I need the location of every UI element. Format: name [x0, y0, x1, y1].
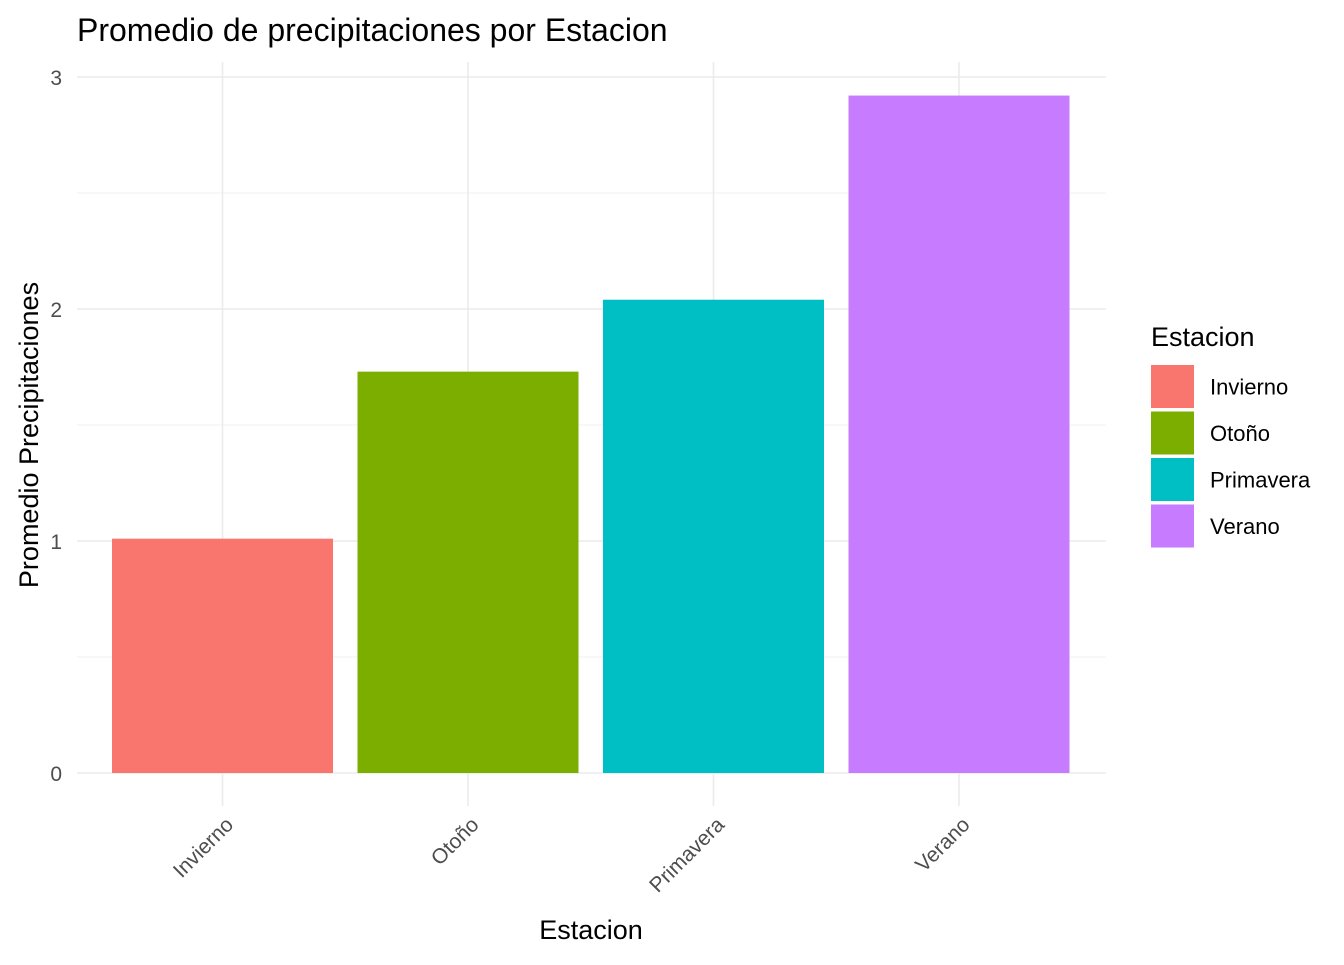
y-tick-label: 0 [50, 763, 62, 786]
y-tick-label: 1 [50, 531, 62, 554]
bars [112, 95, 1070, 773]
x-axis-ticks: Invierno Otoño Primavera Verano [169, 813, 975, 897]
y-tick-label: 2 [50, 299, 62, 322]
bar-2 [357, 371, 579, 773]
bar-4 [848, 95, 1070, 773]
chart-title: Promedio de precipitaciones por Estacion [77, 12, 668, 48]
bar-1 [112, 538, 333, 773]
y-tick-label: 3 [50, 67, 62, 90]
legend-key [1151, 411, 1194, 455]
x-axis-title: Estacion [539, 915, 643, 945]
legend-key [1151, 458, 1194, 501]
legend-label: Primavera [1210, 468, 1311, 493]
x-tick-label: Primavera [645, 813, 729, 897]
legend-key [1151, 504, 1194, 548]
legend-label: Verano [1210, 514, 1280, 539]
legend-label: Otoño [1210, 421, 1270, 446]
legend-key [1151, 365, 1194, 408]
y-axis-ticks: 0 1 2 3 [50, 67, 62, 786]
legend: Estacion Invierno Otoño Primavera Verano [1151, 322, 1311, 548]
x-tick-label: Invierno [169, 813, 238, 882]
x-tick-label: Otoño [427, 813, 484, 870]
bar-3 [603, 299, 824, 773]
y-axis-title: Promedio Precipitaciones [14, 282, 44, 588]
legend-label: Invierno [1210, 375, 1288, 400]
legend-title: Estacion [1151, 322, 1255, 352]
x-tick-label: Verano [911, 813, 974, 876]
